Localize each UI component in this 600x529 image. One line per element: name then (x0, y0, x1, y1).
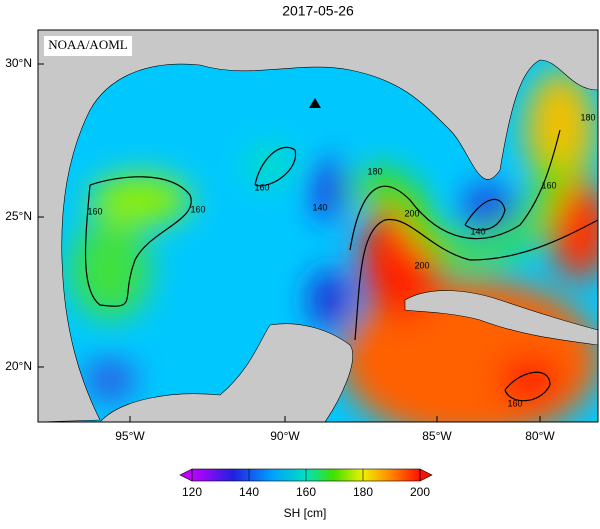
contours (84, 129, 598, 402)
colorbar-tick-label: 140 (239, 485, 259, 499)
lon-label: 90°W (270, 429, 300, 443)
contour-label: 160 (541, 180, 556, 190)
station-marker (309, 98, 321, 108)
contour-labels: 160 160 140 160 180 200 140 160 180 200 160 (87, 112, 595, 408)
land-cuba (404, 290, 598, 346)
contour-label: 160 (87, 206, 102, 216)
lon-label: 80°W (525, 429, 555, 443)
contour-label: 160 (190, 204, 205, 214)
colorbar-tick-label: 200 (410, 485, 430, 499)
credit-box (44, 36, 132, 56)
colorbar-high-arrow (419, 468, 433, 482)
map-area: 160 160 140 160 180 200 140 160 180 200 160 (38, 30, 598, 422)
contour-label: 160 (254, 182, 269, 192)
lon-label: 85°W (422, 429, 452, 443)
land-north-west (38, 30, 598, 422)
lat-label: 30°N (5, 56, 32, 70)
contour-label: 200 (404, 208, 419, 218)
contour-label: 200 (414, 260, 429, 270)
colorbar-tick-label: 120 (182, 485, 202, 499)
contour-label: 140 (470, 226, 485, 236)
contour-label: 160 (507, 398, 522, 408)
lat-label: 25°N (5, 209, 32, 223)
credit: NOAA/AOML (48, 37, 128, 52)
colorbar-tick-label: 160 (296, 485, 316, 499)
contour-label: 180 (580, 112, 595, 122)
colorbar-label: SH [cm] (284, 506, 327, 520)
land-yucatan (99, 323, 353, 422)
map-frame (37, 29, 599, 423)
contour-label: 180 (367, 166, 382, 176)
lon-label: 95°W (115, 429, 145, 443)
colorbar-tick-label: 180 (353, 485, 373, 499)
height-field (70, 70, 598, 422)
colorbar-low-arrow (179, 468, 193, 482)
lat-label: 20°N (5, 359, 32, 373)
title: 2017-05-26 (282, 3, 354, 19)
contour-label: 140 (312, 202, 327, 212)
